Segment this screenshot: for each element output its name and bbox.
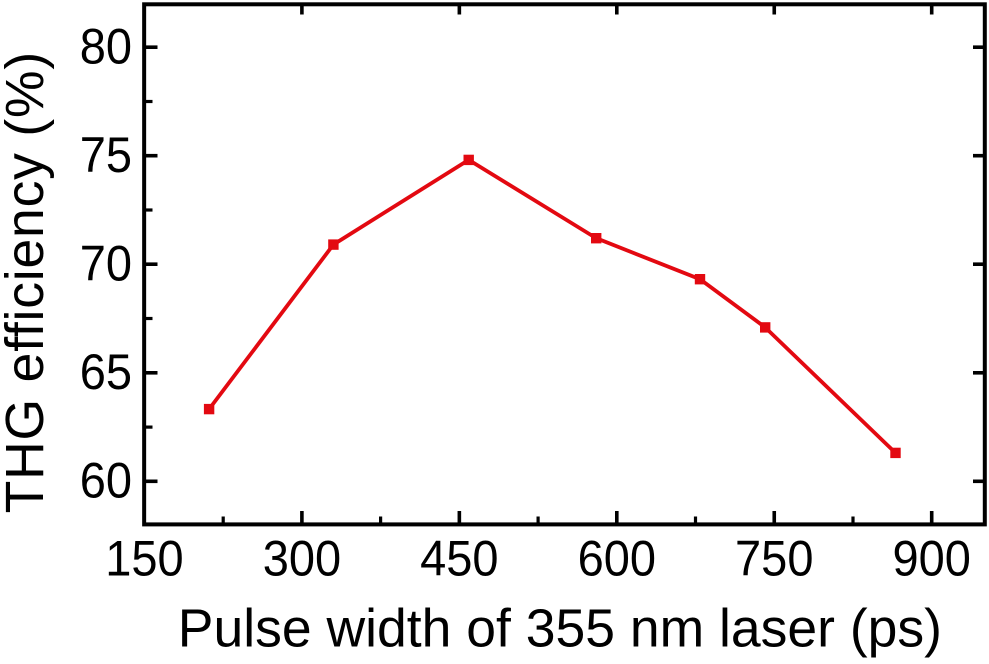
svg-text:150: 150 (105, 531, 183, 587)
svg-text:600: 600 (578, 531, 656, 587)
svg-text:80: 80 (80, 19, 132, 75)
svg-text:450: 450 (420, 531, 498, 587)
svg-text:900: 900 (892, 531, 970, 587)
svg-text:75: 75 (80, 128, 132, 184)
svg-text:60: 60 (80, 453, 132, 509)
svg-text:65: 65 (80, 345, 132, 401)
svg-text:THG efficiency (%): THG efficiency (%) (0, 51, 55, 513)
svg-text:Pulse width of 355 nm laser (p: Pulse width of 355 nm laser (ps) (178, 599, 942, 658)
svg-text:300: 300 (263, 531, 341, 587)
svg-text:70: 70 (80, 236, 132, 292)
svg-text:750: 750 (735, 531, 813, 587)
